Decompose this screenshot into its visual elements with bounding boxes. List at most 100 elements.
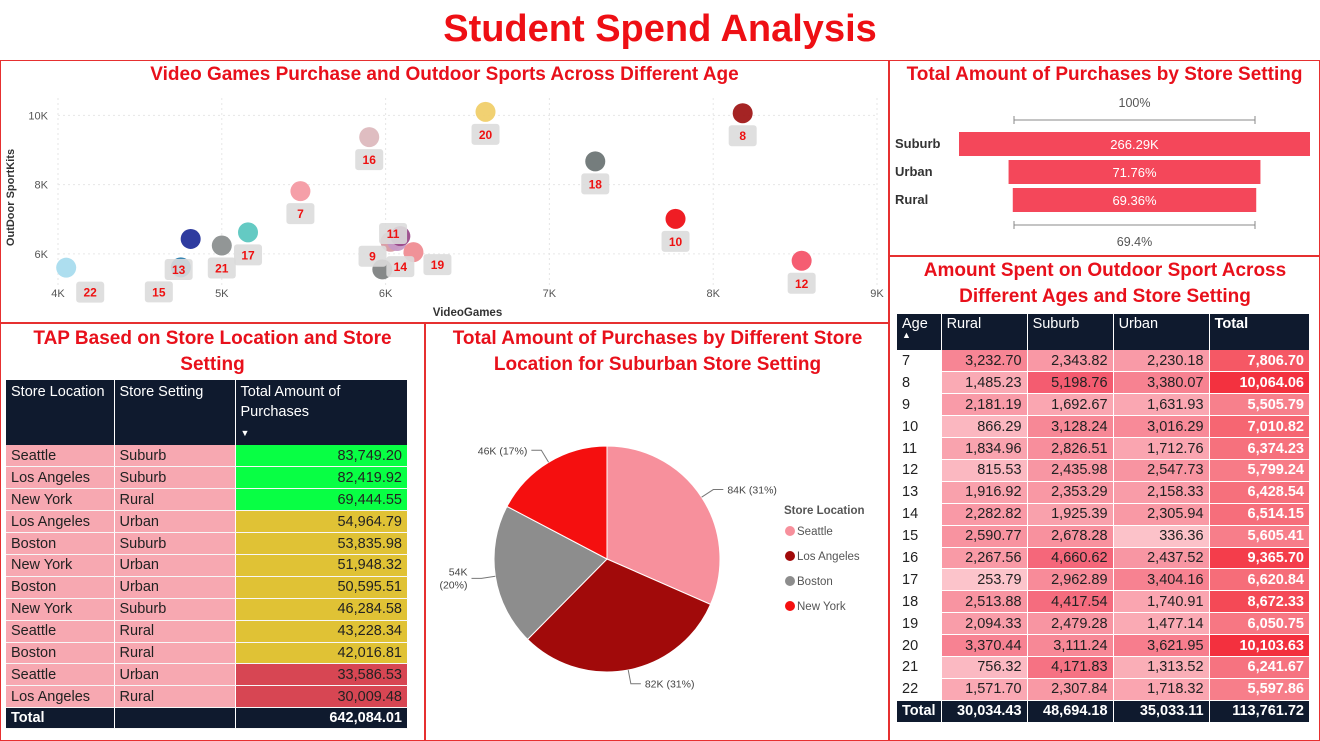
data-label-box: [207, 257, 236, 279]
cell-total-amount: 53,835.98: [235, 532, 408, 555]
scatter-point[interactable]: [238, 222, 259, 243]
col-store-setting[interactable]: Store Setting: [114, 380, 236, 445]
table-row[interactable]: Boston Urban 50,595.51: [6, 576, 408, 599]
table-row[interactable]: Seattle Rural 43,228.34: [6, 620, 408, 643]
col-rural[interactable]: Rural: [941, 314, 1028, 350]
funnel-category-label: Urban: [895, 164, 933, 179]
funnel-value-label: 69.36%: [1112, 193, 1157, 208]
table-row[interactable]: 14 2,282.82 1,925.39 2,305.94 6,514.15: [897, 503, 1311, 526]
cell-value: 3,370.44: [941, 634, 1028, 657]
table-row[interactable]: Boston Rural 42,016.81: [6, 642, 408, 665]
cell-total-amount: 46,284.58: [235, 598, 408, 621]
table-row[interactable]: Los Angeles Suburb 82,419.92: [6, 466, 408, 490]
cell-value: 1,692.67: [1027, 393, 1114, 417]
data-label: 8: [739, 129, 746, 143]
cell-value: 2,282.82: [941, 503, 1028, 526]
table-row[interactable]: Los Angeles Rural 30,009.48: [6, 685, 408, 709]
total-value: 642,084.01: [235, 707, 408, 730]
total-cell: Total: [897, 700, 942, 723]
funnel-bar[interactable]: [1012, 188, 1257, 212]
table-row[interactable]: 11 1,834.96 2,826.51 1,712.76 6,374.23: [897, 437, 1311, 460]
cell-age: 7: [897, 350, 942, 373]
cell-age: 11: [897, 437, 942, 460]
table-row[interactable]: 16 2,267.56 4,660.62 2,437.52 9,365.70: [897, 547, 1311, 570]
pie-slice[interactable]: [606, 445, 721, 606]
table-row[interactable]: 19 2,094.33 2,479.28 1,477.14 6,050.75: [897, 612, 1311, 636]
col-urban[interactable]: Urban: [1113, 314, 1210, 350]
scatter-point[interactable]: [585, 151, 606, 172]
cell-value: 1,571.70: [941, 678, 1028, 701]
cell-value: 3,128.24: [1027, 415, 1114, 439]
cell-value: 3,111.24: [1027, 634, 1114, 657]
cell-total-amount: 54,964.79: [235, 510, 408, 534]
table-row[interactable]: 8 1,485.23 5,198.76 3,380.07 10,064.06: [897, 371, 1311, 395]
scatter-point[interactable]: [791, 250, 812, 271]
total-cell: 113,761.72: [1209, 700, 1311, 723]
table-row[interactable]: 10 866.29 3,128.24 3,016.29 7,010.82: [897, 415, 1311, 439]
scatter-point[interactable]: [665, 208, 686, 229]
data-label: 10: [669, 235, 683, 249]
table-row[interactable]: 9 2,181.19 1,692.67 1,631.93 5,505.79: [897, 393, 1311, 417]
cell-value: 2,267.56: [941, 547, 1028, 570]
legend-item[interactable]: Los Angeles: [797, 551, 860, 563]
legend-item[interactable]: Boston: [797, 576, 833, 588]
scatter-point[interactable]: [56, 257, 77, 278]
col-total-amount[interactable]: Total Amount of Purchases ▼: [235, 380, 408, 445]
col-total[interactable]: Total: [1209, 314, 1311, 350]
cell-value: 2,437.52: [1113, 547, 1210, 570]
data-label-box: [581, 173, 610, 195]
cell-row-total: 7,010.82: [1209, 415, 1311, 439]
cell-total-amount: 43,228.34: [235, 620, 408, 643]
scatter-point[interactable]: [290, 181, 311, 202]
funnel-bar[interactable]: [959, 132, 1310, 156]
data-label-box: [787, 272, 816, 294]
scatter-point[interactable]: [732, 103, 753, 124]
pie-leader-line: [471, 575, 496, 579]
pie-slice[interactable]: [493, 505, 608, 641]
x-tick-label: 8K: [706, 288, 720, 300]
col-suburb[interactable]: Suburb: [1027, 314, 1114, 350]
table-row[interactable]: 12 815.53 2,435.98 2,547.73 5,799.24: [897, 459, 1311, 482]
scatter-point[interactable]: [359, 127, 380, 148]
pie-slice[interactable]: [526, 558, 712, 673]
cell-age: 12: [897, 459, 942, 482]
cell-row-total: 6,050.75: [1209, 612, 1311, 636]
cell-row-total: 6,514.15: [1209, 503, 1311, 526]
data-label-box: [355, 149, 384, 171]
total-cell: 48,694.18: [1027, 700, 1114, 723]
table-row[interactable]: Seattle Suburb 83,749.20: [6, 445, 408, 468]
data-label: 19: [431, 258, 445, 272]
table-row[interactable]: 22 1,571.70 2,307.84 1,718.32 5,597.86: [897, 678, 1311, 701]
cell-store-setting: Rural: [114, 488, 236, 512]
table-row[interactable]: New York Suburb 46,284.58: [6, 598, 408, 621]
cell-value: 2,307.84: [1027, 678, 1114, 701]
cell-age: 13: [897, 481, 942, 504]
cell-age: 16: [897, 547, 942, 570]
table-row[interactable]: 20 3,370.44 3,111.24 3,621.95 10,103.63: [897, 634, 1311, 657]
cell-store-location: Los Angeles: [6, 685, 115, 709]
total-empty-cell: [114, 707, 236, 730]
table-row[interactable]: Los Angeles Urban 54,964.79: [6, 510, 408, 534]
table-row[interactable]: 18 2,513.88 4,417.54 1,740.91 8,672.33: [897, 590, 1311, 614]
table-row[interactable]: 17 253.79 2,962.89 3,404.16 6,620.84: [897, 568, 1311, 592]
table-row[interactable]: 21 756.32 4,171.83 1,313.52 6,241.67: [897, 656, 1311, 679]
col-age[interactable]: Age ▲: [897, 314, 942, 350]
table-row[interactable]: New York Rural 69,444.55: [6, 488, 408, 512]
cell-store-location: Boston: [6, 532, 115, 555]
table-row[interactable]: Boston Suburb 53,835.98: [6, 532, 408, 555]
scatter-point[interactable]: [180, 228, 201, 249]
cell-value: 2,513.88: [941, 590, 1028, 614]
table-row[interactable]: 13 1,916.92 2,353.29 2,158.33 6,428.54: [897, 481, 1311, 504]
legend-item[interactable]: Seattle: [797, 526, 833, 538]
table-row[interactable]: New York Urban 51,948.32: [6, 554, 408, 577]
scatter-chart: 4K 5K 6K 7K 8K 9K 6K 8K 10K VideoGames OutDoor Spo…: [5, 98, 884, 319]
legend-item[interactable]: New York: [797, 601, 846, 613]
scatter-point[interactable]: [475, 101, 496, 122]
funnel-bar[interactable]: [1008, 160, 1261, 184]
scatter-point[interactable]: [211, 235, 232, 256]
table-row[interactable]: 15 2,590.77 2,678.28 336.36 5,605.41: [897, 525, 1311, 548]
data-label-box: [286, 203, 315, 225]
col-store-location[interactable]: Store Location: [6, 380, 115, 445]
table-row[interactable]: 7 3,232.70 2,343.82 2,230.18 7,806.70: [897, 350, 1311, 373]
table-row[interactable]: Seattle Urban 33,586.53: [6, 663, 408, 687]
